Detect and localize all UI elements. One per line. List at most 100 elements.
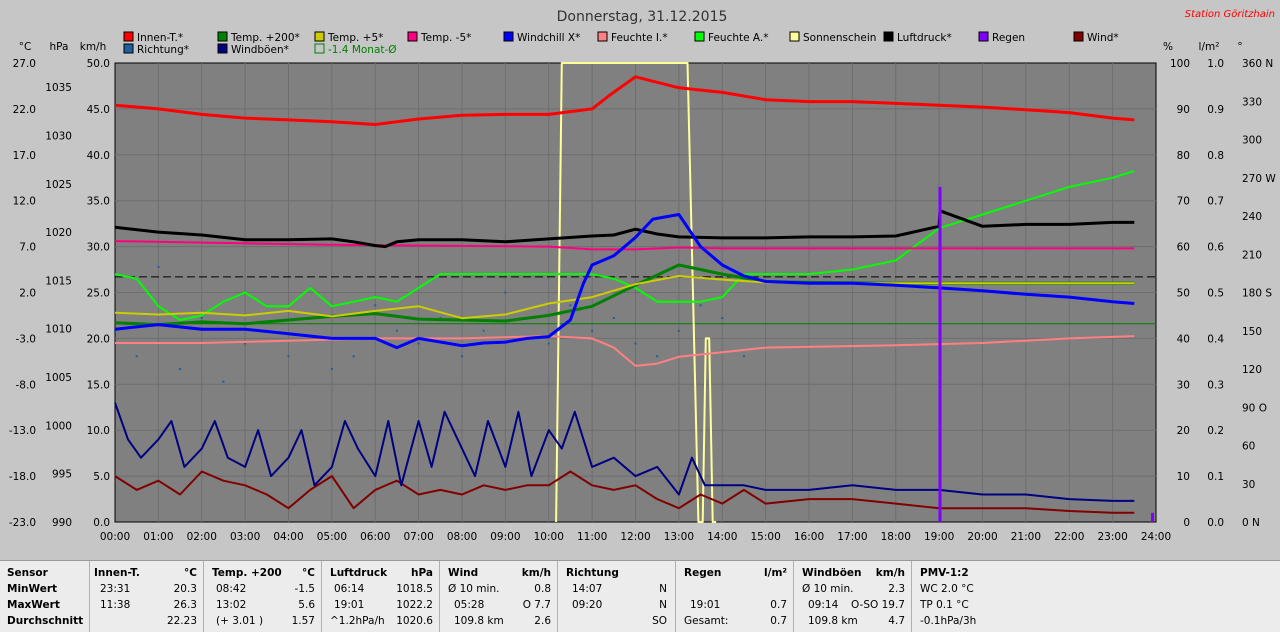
regen-unit: l/m² (764, 567, 787, 579)
pmv-header: PMV-1:2 (920, 567, 969, 579)
rain-tick-label: 0.0 (1207, 517, 1224, 529)
innen-header: Innen-T. (94, 567, 140, 579)
x-tick-label: 20:00 (967, 531, 997, 543)
direction-tick-label: 60 (1242, 441, 1255, 453)
axis-unit-temp: °C (19, 41, 32, 53)
x-tick-label: 03:00 (230, 531, 260, 543)
series-line-innen-t (114, 75, 1135, 126)
richtung-max-time: 09:20 (572, 599, 603, 611)
boeen-avg10-value: 2.3 (888, 583, 905, 595)
summary-col-pmv: PMV-1:2 WC 2.0 °C TP 0.1 °C -0.1hPa/3h (912, 561, 1280, 632)
legend-label: Temp. -5* (420, 32, 471, 44)
x-tick-label: 23:00 (1097, 531, 1127, 543)
series-point-richtung (482, 329, 485, 332)
summary-col-innen: Innen-T. °C 23:31 20.3 11:38 26.3 22.23 (90, 561, 204, 632)
direction-tick-label: 210 (1242, 249, 1262, 261)
series-point-richtung (439, 317, 442, 319)
temp-tick-label: 17.0 (13, 150, 36, 162)
pmv-dewpoint: TP 0.1 °C (920, 599, 969, 611)
series-point-richtung (547, 342, 550, 345)
direction-tick-label: 90 O (1242, 402, 1267, 414)
series-point-richtung (699, 304, 702, 307)
luftdruck-header: Luftdruck (330, 567, 388, 579)
axis-unit-direction: ° (1237, 41, 1242, 53)
series-point-richtung (612, 317, 615, 319)
richtung-min-value: N (659, 583, 667, 595)
axis-unit-rain: l/m² (1199, 41, 1220, 53)
legend-label: Windböen* (231, 44, 289, 56)
direction-tick-label: 0 N (1242, 517, 1260, 529)
legend-swatch (503, 31, 514, 42)
x-tick-label: 13:00 (664, 531, 694, 543)
humidity-tick-label: 90 (1177, 104, 1190, 116)
x-tick-label: 12:00 (620, 531, 650, 543)
innen-max-value: 26.3 (173, 599, 197, 611)
luftdruck-min-value: 1018.5 (396, 583, 433, 595)
x-tick-label: 17:00 (837, 531, 867, 543)
series-point-richtung (374, 304, 377, 307)
legend: Innen-T.* Temp. +200* Temp. +5* Temp. -5* Wi… (123, 31, 1119, 56)
boeen-max-time: 09:14 (808, 599, 839, 611)
temp200-min-value: -1.5 (294, 583, 316, 595)
wind-distance: 109.8 km (454, 615, 504, 627)
direction-tick-label: 120 (1242, 364, 1262, 376)
temp-tick-label: -23.0 (9, 517, 36, 529)
series-line-windb-en (114, 402, 1135, 502)
axis-unit-pressure: hPa (50, 41, 69, 53)
series-point-richtung (179, 368, 182, 370)
pressure-tick-label: 1035 (45, 82, 72, 94)
boeen-header: Windböen (802, 567, 862, 579)
boeen-max-value: O-SO 19.7 (851, 599, 905, 611)
luftdruck-max-value: 1022.2 (396, 599, 433, 611)
temp200-unit: °C (302, 567, 315, 579)
direction-tick-label: 360 N (1242, 58, 1273, 70)
luftdruck-min-time: 06:14 (334, 583, 365, 595)
innen-min-value: 20.3 (173, 583, 197, 595)
legend-swatch (123, 31, 134, 42)
series-point-richtung (352, 355, 355, 358)
legend-swatch (123, 43, 134, 54)
rain-tick-label: 0.4 (1207, 333, 1224, 345)
wind-unit: km/h (521, 567, 551, 579)
series-point-richtung (244, 342, 247, 345)
summary-col-boeen: Windböen km/h Ø 10 min. 2.3 09:14 O-SO 1… (794, 561, 912, 632)
x-tick-label: 05:00 (317, 531, 347, 543)
legend-label: Feuchte I.* (611, 32, 668, 44)
x-tick-label: 14:00 (707, 531, 737, 543)
temp-tick-label: -18.0 (9, 471, 36, 483)
pressure-tick-label: 1025 (45, 179, 72, 191)
richtung-avg-value: SO (652, 615, 667, 627)
station-name: Station Göritzhain (1185, 9, 1275, 20)
row-label-min: MinWert (7, 583, 58, 595)
pressure-tick-label: 1030 (45, 130, 72, 142)
x-tick-label: 00:00 (100, 531, 130, 543)
legend-label: Sonnenschein (803, 32, 876, 44)
pressure-tick-label: 1010 (45, 324, 72, 336)
pmv-windchill: WC 2.0 °C (920, 583, 974, 595)
reference-lines (115, 276, 1156, 325)
temp-tick-label: 27.0 (13, 58, 36, 70)
wind-tick-label: 30.0 (87, 242, 110, 254)
wind-tick-label: 20.0 (87, 333, 110, 345)
x-tick-label: 02:00 (187, 531, 217, 543)
temp-tick-label: -13.0 (9, 425, 36, 437)
wind-avg-value: 2.6 (534, 615, 551, 627)
legend-label: Windchill X* (517, 32, 580, 44)
richtung-header: Richtung (566, 567, 619, 579)
series-point-richtung (135, 355, 138, 358)
temp200-max-value: 5.6 (298, 599, 315, 611)
summary-table: Sensor MinWert MaxWert Durchschnitt Inne… (0, 560, 1280, 632)
series-line-sonnenschein (555, 62, 717, 523)
regen-total-label: Gesamt: (684, 615, 729, 627)
x-tick-label: 22:00 (1054, 531, 1084, 543)
legend-label: Wind* (1087, 32, 1119, 44)
pressure-tick-label: 1005 (45, 372, 72, 384)
rain-tick-label: 1.0 (1207, 58, 1224, 70)
legend-label: Richtung* (137, 44, 189, 56)
pressure-tick-label: 1020 (45, 227, 72, 239)
humidity-tick-label: 60 (1177, 242, 1190, 254)
temp-tick-label: 7.0 (19, 242, 36, 254)
humidity-tick-label: 80 (1177, 150, 1190, 162)
series-line-temp-5 (114, 240, 1135, 251)
legend-label: Temp. +5* (327, 32, 383, 44)
